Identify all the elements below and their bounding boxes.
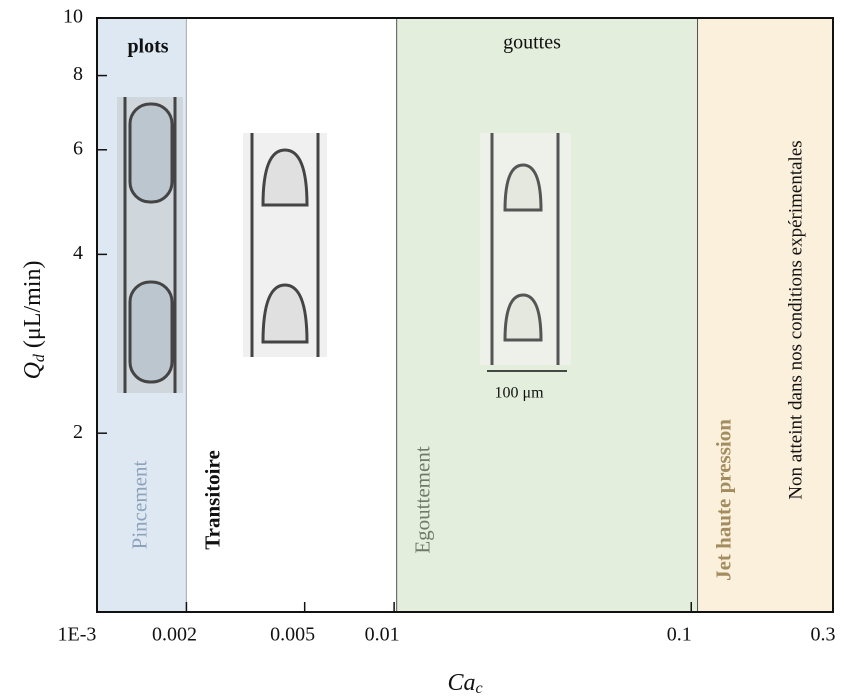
plot-frame [96,17,834,613]
y-tick-label: 10 [63,6,83,28]
y-tick-label: 6 [73,137,83,159]
x-tick-label: 0.01 [365,624,400,646]
x-tick-label: 0.005 [270,624,315,646]
y-tick-label: 8 [73,63,83,85]
regions: Pincement Transitoire Egouttement Jet haute… [96,17,834,613]
y-tick-label: 4 [73,242,83,264]
region-label: Egouttement [410,446,434,553]
micrograph [243,133,327,357]
region-label: Jet haute pression [711,419,735,581]
micrograph [480,133,571,372]
region-label: Transitoire [200,450,224,550]
x-tick-label: 0.002 [152,624,197,646]
region [697,17,834,613]
x-tick-label: 0.1 [667,624,692,646]
x-axis-label: Cac [447,670,482,697]
region-label: Pincement [128,461,152,550]
micrograph [117,97,183,393]
x-tick-label: 1E-3 [58,624,97,646]
annotation: Non atteint dans nos conditions expérime… [785,140,806,499]
y-axis-label: Qd (μL/min) [20,261,48,380]
annotation: gouttes [503,32,561,54]
x-tick-label: 0.3 [811,624,836,646]
annotation: plots [127,36,168,58]
y-tick-label: 2 [73,421,83,443]
annotation: 100 μm [494,385,544,402]
